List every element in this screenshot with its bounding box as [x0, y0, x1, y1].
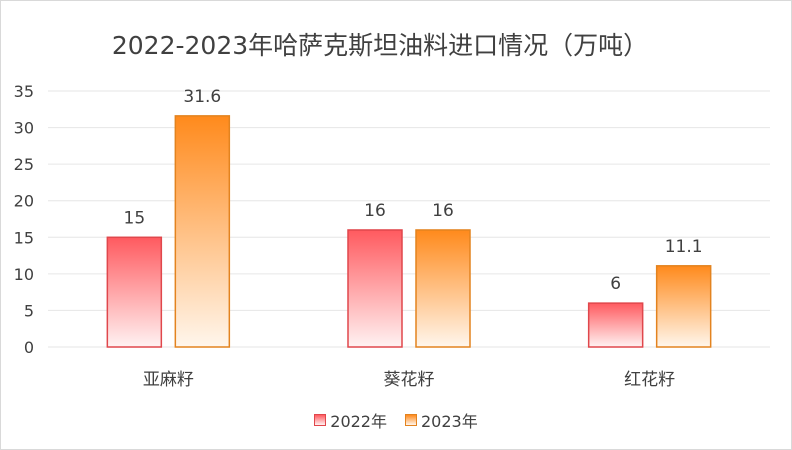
legend-swatch-2022	[314, 414, 327, 426]
chart-title: 2022-2023年哈萨克斯坦油料进口情况（万吨）	[111, 31, 649, 60]
bar	[347, 229, 403, 348]
y-tick-label: 35	[14, 82, 34, 101]
y-tick-label: 20	[14, 192, 34, 211]
data-label: 16	[432, 201, 454, 221]
data-label: 16	[364, 201, 386, 221]
bar	[106, 236, 163, 348]
y-tick-label: 5	[24, 301, 34, 320]
y-tick-label: 10	[14, 265, 34, 284]
bar	[587, 302, 644, 348]
x-tick-label: 亚麻籽	[143, 370, 194, 390]
data-label: 31.6	[183, 87, 221, 107]
data-label: 11.1	[665, 237, 703, 257]
y-tick-label: 0	[24, 338, 34, 357]
legend-label-2023: 2023年	[421, 412, 478, 431]
legend-label-2022: 2022年	[330, 412, 387, 431]
data-label: 15	[124, 208, 146, 228]
legend: 2022年 2023年	[0, 408, 792, 432]
data-label: 6	[610, 274, 621, 294]
y-tick-label: 30	[14, 119, 34, 138]
y-tick-label: 25	[14, 155, 34, 174]
legend-swatch-2023	[405, 414, 417, 426]
x-tick-label: 红花籽	[624, 370, 675, 390]
bar	[174, 115, 231, 348]
bar	[655, 265, 712, 348]
bar	[415, 229, 471, 348]
legend-item-2022[interactable]: 2022年	[314, 408, 387, 432]
x-tick-label: 葵花籽	[384, 370, 435, 390]
y-tick-label: 15	[14, 228, 34, 247]
legend-item-2023[interactable]: 2023年	[405, 408, 478, 432]
